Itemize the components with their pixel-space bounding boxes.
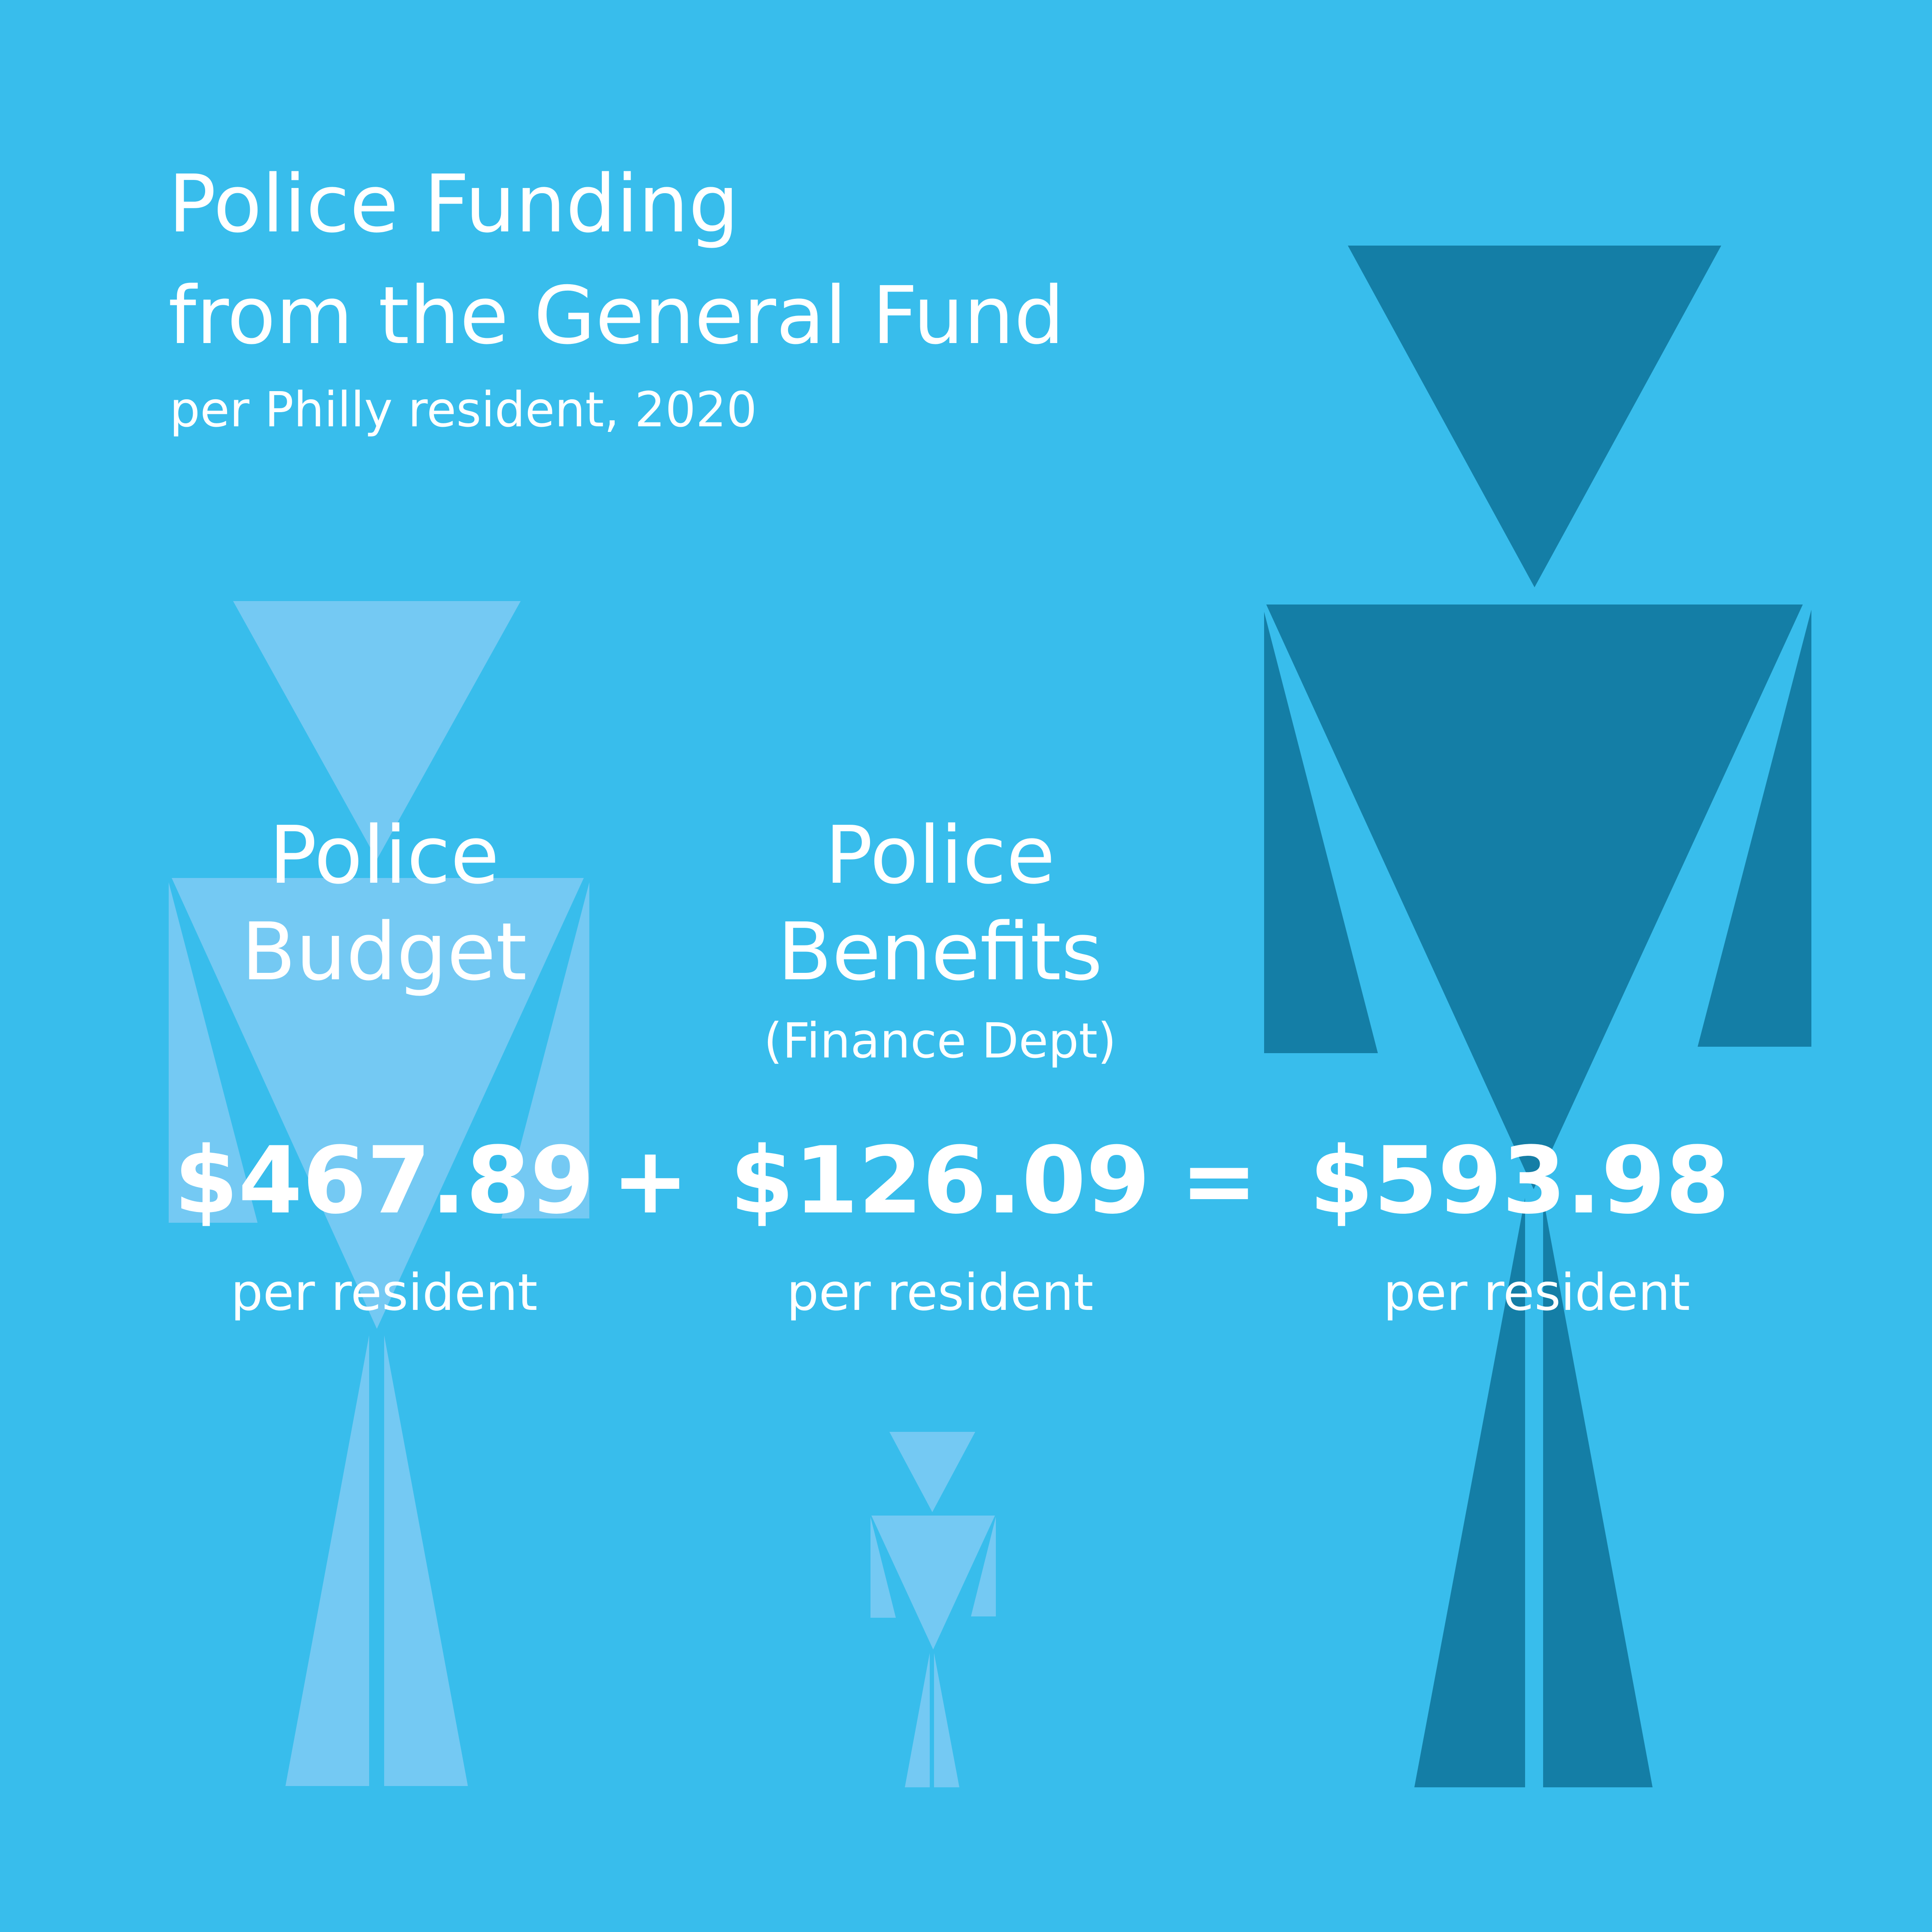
- budget-figure: [169, 601, 589, 1786]
- benefits-amount: $126.09: [730, 1127, 1150, 1234]
- subtitle: per Philly resident, 2020: [170, 382, 757, 438]
- benefits-label-line-2: Benefits: [777, 905, 1103, 998]
- budget-figure-right-arm: [501, 882, 589, 1218]
- benefits-figure-left-leg: [905, 1653, 930, 1787]
- total-figure-left-leg: [1414, 1198, 1525, 1787]
- title-line-2: from the General Fund: [168, 269, 1065, 362]
- benefits-label-line-1: Police: [825, 809, 1055, 902]
- budget-label-line-2: Budget: [241, 905, 527, 998]
- benefits-figure-right-arm: [971, 1517, 996, 1616]
- benefits-figure-torso: [871, 1516, 995, 1649]
- budget-figure-left-leg: [285, 1335, 369, 1786]
- total-unit: per resident: [1383, 1263, 1690, 1322]
- total-figure-torso: [1266, 605, 1803, 1189]
- plus-operator: +: [611, 1127, 689, 1234]
- benefits-figure-left-arm: [870, 1517, 896, 1618]
- budget-figure-head: [233, 601, 521, 860]
- budget-amount: $467.89: [174, 1127, 594, 1234]
- benefits-unit: per resident: [786, 1263, 1094, 1322]
- total-figure-right-arm: [1698, 610, 1811, 1047]
- benefits-note: (Finance Dept): [764, 1013, 1116, 1069]
- budget-figure-right-leg: [384, 1335, 468, 1786]
- budget-label-line-1: Police: [269, 809, 500, 902]
- total-amount: $593.98: [1309, 1127, 1730, 1234]
- budget-figure-left-arm: [169, 882, 258, 1223]
- benefits-figure-head: [889, 1432, 975, 1512]
- equals-operator: =: [1180, 1127, 1258, 1234]
- budget-unit: per resident: [231, 1263, 538, 1322]
- benefits-figure: [870, 1432, 996, 1787]
- total-figure-head: [1348, 246, 1721, 587]
- budget-figure-torso: [172, 878, 584, 1329]
- benefits-figure-right-leg: [934, 1653, 959, 1787]
- total-figure: [1264, 246, 1811, 1787]
- total-figure-left-arm: [1264, 612, 1378, 1053]
- title-line-1: Police Funding: [168, 158, 739, 250]
- total-figure-right-leg: [1543, 1198, 1653, 1787]
